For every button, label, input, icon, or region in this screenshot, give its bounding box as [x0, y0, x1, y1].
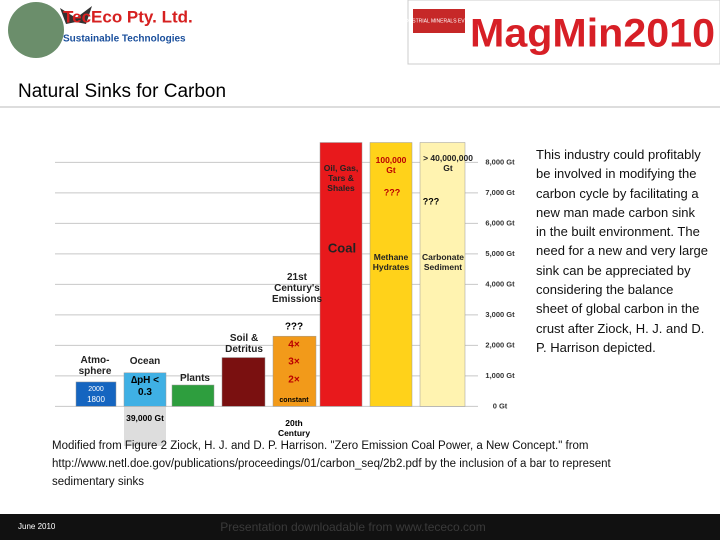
annotation: Coal	[328, 240, 356, 255]
annotation: ???	[285, 322, 303, 333]
event-small: INDUSTRIAL MINERALS EVENTS	[400, 18, 479, 24]
bar	[419, 142, 466, 407]
category-label: Methane Hydrates	[372, 252, 410, 272]
y-tick-label: 6,000 Gt	[485, 218, 515, 227]
slide-title: Natural Sinks for Carbon	[18, 81, 226, 102]
y-tick-label: 0 Gt	[493, 401, 508, 410]
caption: Modified from Figure 2 Ziock, H. J. and …	[52, 440, 611, 488]
bar	[369, 142, 413, 407]
annotation: 2000	[88, 386, 104, 393]
y-tick-label: 1,000 Gt	[485, 371, 515, 380]
annotation: > 40,000,000 Gt	[423, 153, 473, 173]
footer-bar	[0, 514, 720, 540]
bird-logo	[60, 6, 92, 24]
category-label: Atmo- sphere	[78, 355, 112, 377]
category-label: Soil & Detritus	[225, 333, 263, 355]
annotation: 4×	[288, 340, 300, 351]
body-text: This industry could profitably be involv…	[536, 147, 708, 355]
y-tick-label: 8,000 Gt	[485, 157, 515, 166]
bar	[123, 372, 167, 407]
annotation: ???	[384, 187, 401, 197]
annotation: ???	[423, 196, 440, 206]
annotation: 2×	[288, 375, 300, 386]
category-label: Ocean	[129, 356, 161, 367]
y-tick-label: 2,000 Gt	[485, 340, 515, 349]
annotation: 20th Century	[277, 418, 311, 438]
annotation: 100,000 Gt	[375, 155, 407, 175]
bar	[272, 335, 317, 407]
bar	[171, 384, 215, 407]
category-label: 21st Century's Emissions	[271, 272, 323, 305]
company-tagline: Sustainable Technologies	[63, 34, 186, 45]
footer-date: June 2010	[18, 522, 56, 531]
y-tick-label: 4,000 Gt	[485, 279, 515, 288]
y-tick-label: 3,000 Gt	[485, 310, 515, 319]
y-tick-label: 7,000 Gt	[485, 188, 515, 197]
company-name: TecEco Pty. Ltd.	[63, 7, 193, 26]
bar	[221, 357, 266, 407]
bar	[75, 381, 117, 407]
ocean-deep-bar	[124, 406, 166, 446]
category-label: Carbonate Sediment	[421, 252, 465, 272]
category-label: Oil, Gas, Tars & Shales	[323, 163, 359, 193]
category-label: Plants	[179, 373, 210, 384]
annotation: 3×	[288, 357, 300, 368]
footer-link: Presentation downloadable from www.tecec…	[220, 520, 485, 534]
annotation: 39,000 Gt	[126, 413, 164, 423]
event-badge	[413, 9, 465, 33]
annotation: ∆pH < 0.3	[130, 375, 160, 398]
globe-logo	[8, 2, 64, 58]
y-tick-label: 5,000 Gt	[485, 249, 515, 258]
bar	[319, 142, 363, 407]
event-name: MagMin2010	[470, 12, 715, 56]
annotation: 1800	[87, 395, 105, 404]
annotation: constant	[279, 397, 309, 404]
